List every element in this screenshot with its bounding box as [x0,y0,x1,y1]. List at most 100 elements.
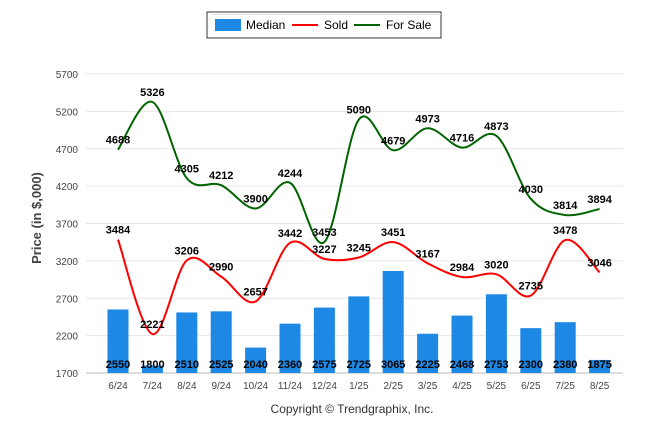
median-bar [554,322,576,373]
for-sale-data-label: 3900 [243,194,267,206]
median-bar [141,365,163,373]
x-tick-label: 5/25 [487,381,507,392]
x-tick-label: 7/24 [143,381,163,392]
x-tick-label: 3/25 [418,381,438,392]
sold-data-label: 2990 [209,262,233,274]
for-sale-data-label: 3453 [312,227,336,239]
sold-line [117,239,601,336]
sold-data-label: 3442 [278,228,302,240]
median-data-label: 2510 [175,359,199,371]
sold-data-label: 3227 [312,244,336,256]
median-data-label: 1875 [587,359,611,371]
y-tick-label: 3700 [56,220,79,231]
for-sale-data-label: 4244 [278,168,303,180]
median-bar [313,307,335,373]
median-data-label: 2380 [553,359,577,371]
for-sale-data-label: 4716 [450,133,474,145]
for-sale-data-label: 4679 [381,135,405,147]
for-sale-data-label: 4688 [106,135,130,147]
x-axis-ticks: 6/24 7/24 8/24 9/24 10/24 11/24 12/24 1/25 2/25 3… [108,381,610,392]
y-tick-label: 5200 [56,107,79,118]
for-sale-data-label: 4212 [209,170,233,182]
legend-item-sold: Sold [292,18,348,32]
sold-data-label: 3484 [106,225,131,237]
y-axis-label: Price (in $,000) [29,172,44,264]
y-tick-label: 2200 [56,332,79,343]
y-tick-label: 2700 [56,294,79,305]
for-sale-data-label: 4030 [519,184,543,196]
for-sale-data-label: 4305 [175,163,199,175]
x-tick-label: 10/24 [243,381,268,392]
median-data-label: 2468 [450,359,474,371]
median-bar [589,359,611,373]
median-bars [107,270,611,373]
sold-data-label: 3046 [587,257,611,269]
sold-data-label: 3478 [553,225,577,237]
median-bar [485,294,507,373]
sold-data-label: 3451 [381,227,405,239]
median-bar [348,296,370,373]
median-bar [520,328,542,373]
x-tick-label: 7/25 [555,381,575,392]
median-data-label: 1800 [140,359,164,371]
sold-data-label: 2984 [450,262,475,274]
median-bar [245,347,267,373]
for-sale-data-label: 3814 [553,200,578,212]
median-data-label: 2575 [312,359,336,371]
x-tick-label: 8/25 [590,381,610,392]
median-data-label: 2040 [243,359,267,371]
median-data-label: 2360 [278,359,302,371]
x-tick-label: 11/24 [278,381,303,392]
data-labels: 2550 1800 2510 2525 2040 2360 2575 2725 3065 2225… [106,87,613,371]
median-bar [451,315,473,373]
median-data-label: 2225 [415,359,439,371]
x-tick-label: 2/25 [383,381,403,392]
for-sale-data-label: 5326 [140,87,164,99]
sold-data-label: 3206 [175,245,199,257]
x-tick-label: 12/24 [312,381,337,392]
y-tick-label: 1700 [56,369,79,380]
y-axis-ticks: 1700 2200 2700 3200 3700 4200 4700 5200 5700 [56,70,79,380]
legend-label: Sold [324,18,348,32]
sold-data-label: 2735 [519,281,543,293]
y-tick-label: 4200 [56,182,79,193]
sold-data-label: 3245 [347,243,371,255]
median-data-label: 2550 [106,359,130,371]
median-bar [107,309,129,373]
legend-label: For Sale [386,18,432,32]
sold-data-label: 3020 [484,259,508,271]
median-data-label: 2300 [519,359,543,371]
x-tick-label: 1/25 [349,381,369,392]
median-data-label: 3065 [381,359,405,371]
for-sale-data-label: 3894 [587,194,612,206]
legend-swatch [215,19,241,31]
x-tick-label: 6/25 [521,381,541,392]
x-tick-label: 6/24 [108,381,128,392]
legend-item-for-sale: For Sale [354,18,432,32]
y-tick-label: 3200 [56,257,79,268]
median-data-label: 2725 [347,359,371,371]
x-tick-label: 8/24 [177,381,197,392]
for-sale-data-label: 4873 [484,121,508,133]
legend-item-median: Median [215,18,285,32]
y-tick-label: 5700 [56,70,79,81]
median-bar [210,311,232,373]
for-sale-data-label: 5090 [347,105,371,117]
median-bar [382,270,404,373]
median-bar [279,323,301,373]
sold-data-label: 3167 [415,248,439,260]
median-bar [417,333,439,373]
copyright-text: Copyright © Trendgraphix, Inc. [271,402,434,416]
legend: Median Sold For Sale [206,11,442,39]
for-sale-data-label: 4973 [415,113,439,125]
for-sale-line [117,100,600,245]
median-bar [176,312,198,373]
x-tick-label: 4/25 [452,381,472,392]
series-lines [117,100,601,336]
y-tick-label: 4700 [56,145,79,156]
legend-label: Median [246,18,285,32]
median-data-label: 2753 [484,359,508,371]
x-tick-label: 9/24 [211,381,231,392]
sold-data-label: 2221 [140,319,164,331]
